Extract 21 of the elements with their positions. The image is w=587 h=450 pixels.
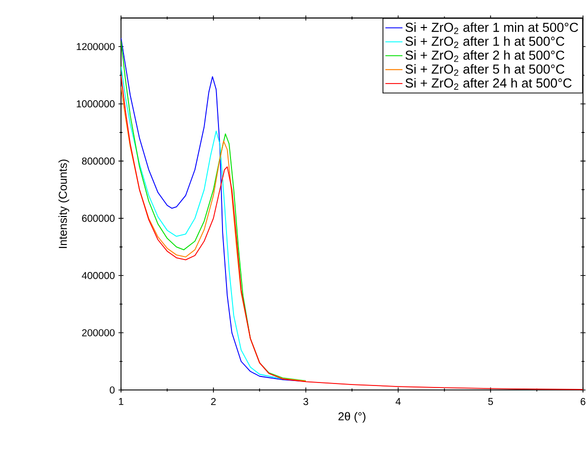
legend-label: Si + ZrO$_{2}$ after 5 h at 500°C xyxy=(406,64,564,76)
x-tick-label: 1 xyxy=(118,398,124,405)
y-axis-title: Intensity (Counts) xyxy=(58,160,70,248)
y-tick-label: 600000 xyxy=(82,214,115,222)
y-tick-label: 0 xyxy=(110,386,115,394)
legend-label: Si + ZrO$_{2}$ after 1 min at 500°C xyxy=(406,22,578,34)
x-tick-label: 4 xyxy=(396,398,401,405)
line-series xyxy=(121,74,583,390)
y-tick-label: 800000 xyxy=(82,158,115,165)
x-tick-label: 3 xyxy=(303,398,308,406)
x-tick-label: 6 xyxy=(580,398,586,406)
x-tick-label: 2 xyxy=(211,398,216,405)
x-tick-label: 5 xyxy=(488,398,493,405)
legend-label: Si + ZrO$_{2}$ after 1 h at 500°C xyxy=(406,36,564,48)
legend-label: Si + ZrO$_{2}$ after 24 h at 500°C xyxy=(406,78,572,90)
y-tick-label: 1000000 xyxy=(76,100,115,108)
x-axis-title: 2θ (°) xyxy=(338,412,366,423)
legend-label: Si + ZrO$_{2}$ after 2 h at 500°C xyxy=(406,50,564,62)
y-tick-label: 200000 xyxy=(82,329,115,336)
y-tick-label: 1200000 xyxy=(76,43,115,50)
y-tick-label: 400000 xyxy=(82,272,115,280)
